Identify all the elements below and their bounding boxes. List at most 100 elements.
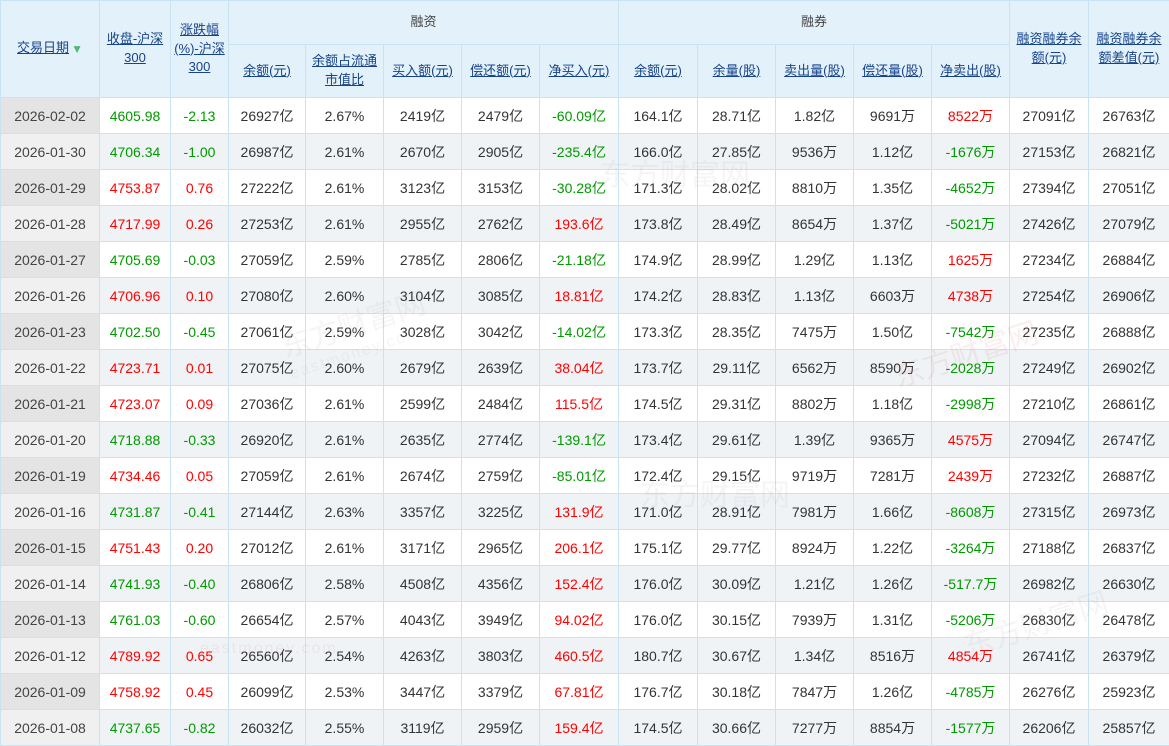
- trade-date-cell: 2026-01-21: [0, 385, 100, 422]
- value-cell: 175.1亿: [618, 529, 698, 566]
- value-cell: -0.60: [170, 601, 229, 638]
- value-cell: -4785万: [931, 673, 1010, 710]
- value-cell: 25857亿: [1088, 709, 1169, 746]
- value-cell: 27222亿: [228, 169, 306, 206]
- value-cell: 3949亿: [461, 601, 540, 638]
- table-row: 2026-01-28 4717.99 0.26 27253亿 2.61% 2955亿 276…: [0, 205, 1169, 242]
- trade-date-cell: 2026-01-26: [0, 277, 100, 314]
- value-cell: 2479亿: [461, 97, 540, 134]
- value-cell: -85.01亿: [539, 457, 619, 494]
- table-row: 2026-02-02 4605.98 -2.13 26927亿 2.67% 2419亿 24…: [0, 97, 1169, 134]
- value-cell: 4706.34: [99, 133, 171, 170]
- col-header-rz-repay[interactable]: 偿还额(元): [461, 44, 540, 98]
- trade-date-cell: 2026-01-15: [0, 529, 100, 566]
- value-cell: 27426亿: [1009, 205, 1089, 242]
- value-cell: 131.9亿: [539, 493, 619, 530]
- value-cell: 26982亿: [1009, 565, 1089, 602]
- value-cell: 460.5亿: [539, 637, 619, 674]
- value-cell: 7939万: [775, 601, 854, 638]
- col-header-rq-net-sell[interactable]: 净卖出(股): [931, 44, 1010, 98]
- value-cell: -1676万: [931, 133, 1010, 170]
- col-header-change-pct[interactable]: 涨跌幅(%)-沪深300: [170, 0, 229, 98]
- col-header-rz-balance-ratio[interactable]: 余额占流通市值比: [305, 44, 384, 98]
- col-header-rq-sell[interactable]: 卖出量(股): [775, 44, 854, 98]
- value-cell: 28.91亿: [697, 493, 776, 530]
- value-cell: 8854万: [853, 709, 932, 746]
- value-cell: -0.45: [170, 313, 229, 350]
- col-header-rz-buy[interactable]: 买入额(元): [383, 44, 462, 98]
- value-cell: 6603万: [853, 277, 932, 314]
- col-header-rq-balance[interactable]: 余额(元): [618, 44, 698, 98]
- trade-date-cell: 2026-01-29: [0, 169, 100, 206]
- value-cell: -8608万: [931, 493, 1010, 530]
- value-cell: 4706.96: [99, 277, 171, 314]
- value-cell: 4741.93: [99, 565, 171, 602]
- col-header-total-balance[interactable]: 融资融券余额(元): [1009, 0, 1089, 98]
- value-cell: 166.0亿: [618, 133, 698, 170]
- value-cell: 4723.71: [99, 349, 171, 386]
- value-cell: 26654亿: [228, 601, 306, 638]
- value-cell: 2.61%: [305, 169, 384, 206]
- value-cell: 174.9亿: [618, 241, 698, 278]
- col-header-date[interactable]: 交易日期 ▼: [0, 0, 100, 98]
- value-cell: 4356亿: [461, 565, 540, 602]
- value-cell: 1.12亿: [853, 133, 932, 170]
- value-cell: 94.02亿: [539, 601, 619, 638]
- value-cell: 4723.07: [99, 385, 171, 422]
- value-cell: 3119亿: [383, 709, 462, 746]
- value-cell: 2.58%: [305, 565, 384, 602]
- value-cell: 4043亿: [383, 601, 462, 638]
- value-cell: 8590万: [853, 349, 932, 386]
- value-cell: 2.61%: [305, 529, 384, 566]
- value-cell: 2.60%: [305, 277, 384, 314]
- col-header-date-label[interactable]: 交易日期: [17, 40, 70, 56]
- col-header-rz-net-buy[interactable]: 净买入(元): [539, 44, 619, 98]
- col-header-balance-diff[interactable]: 融资融券余额差值(元): [1088, 0, 1169, 98]
- value-cell: 3171亿: [383, 529, 462, 566]
- value-cell: 6562万: [775, 349, 854, 386]
- value-cell: 27080亿: [228, 277, 306, 314]
- value-cell: 26032亿: [228, 709, 306, 746]
- col-header-rq-repay[interactable]: 偿还量(股): [853, 44, 932, 98]
- trade-date-cell: 2026-01-16: [0, 493, 100, 530]
- value-cell: 26973亿: [1088, 493, 1169, 530]
- value-cell: 27210亿: [1009, 385, 1089, 422]
- value-cell: 1.13亿: [853, 241, 932, 278]
- value-cell: -5021万: [931, 205, 1010, 242]
- value-cell: 27153亿: [1009, 133, 1089, 170]
- value-cell: 26830亿: [1009, 601, 1089, 638]
- value-cell: 29.31亿: [697, 385, 776, 422]
- col-header-close[interactable]: 收盘-沪深300: [99, 0, 171, 98]
- value-cell: 171.0亿: [618, 493, 698, 530]
- value-cell: 7281万: [853, 457, 932, 494]
- value-cell: 0.26: [170, 205, 229, 242]
- value-cell: 0.10: [170, 277, 229, 314]
- table-row: 2026-01-09 4758.92 0.45 26099亿 2.53% 3447亿 337…: [0, 673, 1169, 710]
- value-cell: 1.22亿: [853, 529, 932, 566]
- value-cell: 1.29亿: [775, 241, 854, 278]
- col-header-rq-volume[interactable]: 余量(股): [697, 44, 776, 98]
- value-cell: 176.0亿: [618, 565, 698, 602]
- value-cell: 27232亿: [1009, 457, 1089, 494]
- value-cell: 2.61%: [305, 457, 384, 494]
- value-cell: 26888亿: [1088, 313, 1169, 350]
- value-cell: 4738万: [931, 277, 1010, 314]
- col-header-rz-balance[interactable]: 余额(元): [228, 44, 306, 98]
- value-cell: 30.09亿: [697, 565, 776, 602]
- sort-desc-icon[interactable]: ▼: [71, 42, 83, 57]
- value-cell: 1.35亿: [853, 169, 932, 206]
- value-cell: 0.45: [170, 673, 229, 710]
- value-cell: 2.59%: [305, 241, 384, 278]
- value-cell: -3264万: [931, 529, 1010, 566]
- trade-date-cell: 2026-01-19: [0, 457, 100, 494]
- value-cell: 2785亿: [383, 241, 462, 278]
- value-cell: 26478亿: [1088, 601, 1169, 638]
- value-cell: 27094亿: [1009, 421, 1089, 458]
- value-cell: 27079亿: [1088, 205, 1169, 242]
- value-cell: -21.18亿: [539, 241, 619, 278]
- value-cell: 26906亿: [1088, 277, 1169, 314]
- table-row: 2026-01-14 4741.93 -0.40 26806亿 2.58% 4508亿 43…: [0, 565, 1169, 602]
- value-cell: 2.60%: [305, 349, 384, 386]
- value-cell: 1.66亿: [853, 493, 932, 530]
- value-cell: 27254亿: [1009, 277, 1089, 314]
